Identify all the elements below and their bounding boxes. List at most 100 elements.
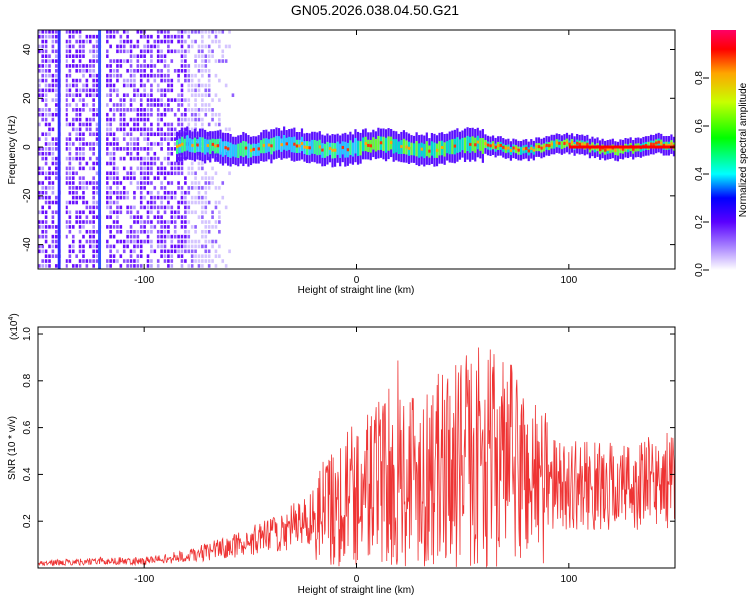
ridge-core — [614, 148, 617, 152]
spectrogram-cell — [173, 112, 177, 117]
spectrogram-cell — [173, 127, 177, 132]
y-tick-label: 1.0 — [22, 327, 33, 341]
spectrogram-cell — [190, 210, 194, 215]
spectrogram-cell — [112, 30, 116, 34]
spectrogram-cell — [163, 234, 167, 239]
spectrogram-cell — [105, 49, 109, 54]
spectrogram-cell — [136, 30, 140, 34]
spectrogram-cell — [143, 181, 146, 185]
spectrogram-cell — [119, 229, 123, 234]
spectrogram-cell — [68, 142, 72, 146]
spectrogram-cell — [173, 137, 177, 141]
spectrogram-cell — [204, 244, 208, 249]
spectrogram-cell — [82, 254, 85, 258]
x-tick-label: 0 — [354, 574, 360, 585]
spectrogram-cell — [133, 122, 136, 127]
spectrogram-cell — [68, 156, 72, 161]
spectrogram-cell — [153, 205, 157, 210]
spectrogram-cell — [105, 132, 109, 137]
spectrogram-cell — [204, 259, 208, 263]
spectrogram-cell — [218, 186, 221, 190]
spectrogram-cell — [82, 147, 85, 151]
spectrogram-cell — [129, 117, 133, 122]
ridge-core — [662, 143, 666, 147]
spectrogram-cell — [173, 229, 177, 234]
spectrogram-cell — [116, 59, 119, 63]
spectrogram-cell — [105, 93, 109, 98]
spectrogram-cell — [75, 83, 78, 88]
spectrogram-cell — [177, 103, 180, 107]
ridge-core — [364, 141, 367, 145]
spectrogram-cell — [112, 147, 116, 151]
spectrogram-cell — [143, 176, 146, 180]
spectrogram-cell — [95, 254, 99, 258]
spectrogram-cell — [173, 166, 177, 171]
spectrogram-cell — [190, 44, 194, 49]
spectrogram-cell — [54, 93, 58, 98]
spectrogram-cell — [207, 239, 211, 244]
ridge-core — [530, 146, 533, 150]
spectrogram-cell — [180, 254, 184, 258]
spectrogram-cell — [41, 220, 44, 224]
spectrogram-cell — [95, 171, 99, 176]
spectrogram-cell — [78, 39, 82, 44]
spectrogram-cell — [78, 229, 82, 234]
spectrogram-cell — [194, 259, 197, 263]
spectrogram-cell — [78, 142, 82, 146]
spectrogram-cell — [48, 254, 51, 258]
ridge-cell — [372, 137, 375, 150]
spectrogram-cell — [44, 220, 48, 224]
snr-series-line — [38, 347, 675, 568]
spectrogram-cell — [136, 239, 140, 244]
spectrogram-cell — [129, 69, 133, 73]
spectrogram-cell — [160, 229, 163, 234]
spectrogram-cell — [187, 122, 191, 127]
spectrogram-cell — [218, 220, 221, 224]
spectrogram-cell — [112, 244, 116, 249]
spectrogram-cell — [109, 264, 112, 268]
spectrogram-cell — [75, 39, 78, 44]
spectrogram-cell — [187, 73, 191, 78]
spectrogram-cell — [44, 34, 48, 39]
spectrogram-cell — [41, 249, 44, 254]
spectrogram-cell — [71, 186, 75, 190]
spectrogram-cell — [177, 69, 180, 73]
spectrogram-cell — [54, 244, 58, 249]
spectrogram-cell — [109, 69, 112, 73]
spectrogram-cell — [187, 244, 191, 249]
spectrogram-cell — [51, 44, 55, 49]
spectrogram-cell — [105, 171, 109, 176]
ridge-cell — [418, 143, 421, 158]
ridge-cell — [283, 134, 286, 150]
spectrogram-cell — [51, 73, 55, 78]
spectrogram-cell — [82, 176, 85, 180]
spectrogram-cell — [180, 54, 184, 58]
spectrogram-cell — [109, 210, 112, 215]
spectrogram-cell — [116, 88, 119, 93]
spectrogram-cell — [105, 205, 109, 210]
spectrogram-cell — [136, 117, 140, 122]
spectrogram-cell — [65, 176, 68, 180]
ridge-core — [550, 142, 553, 146]
spectrogram-cell — [85, 200, 89, 205]
spectrogram-cell — [82, 54, 85, 58]
spectrogram-cell — [190, 225, 194, 229]
spectrogram-cell — [112, 34, 116, 39]
spectrogram-cell — [150, 239, 153, 244]
spectrogram-cell — [105, 34, 109, 39]
spectrogram-cell — [88, 205, 92, 210]
spectrogram-cell — [173, 69, 177, 73]
spectrogram-cell — [82, 156, 85, 161]
spectrogram-cell — [139, 181, 143, 185]
spectrogram-cell — [78, 30, 82, 34]
spectrogram-cell — [54, 64, 58, 68]
spectrogram-cell — [44, 151, 48, 156]
spectrogram-cell — [170, 78, 174, 83]
spectrogram-cell — [204, 234, 208, 239]
spectrogram-cell — [65, 147, 68, 151]
spectrogram-cell — [190, 249, 194, 254]
spectrogram-cell — [65, 103, 68, 107]
spectrogram-cell — [133, 190, 136, 195]
spectrogram-cell — [78, 156, 82, 161]
spectrogram-cell — [156, 54, 160, 58]
